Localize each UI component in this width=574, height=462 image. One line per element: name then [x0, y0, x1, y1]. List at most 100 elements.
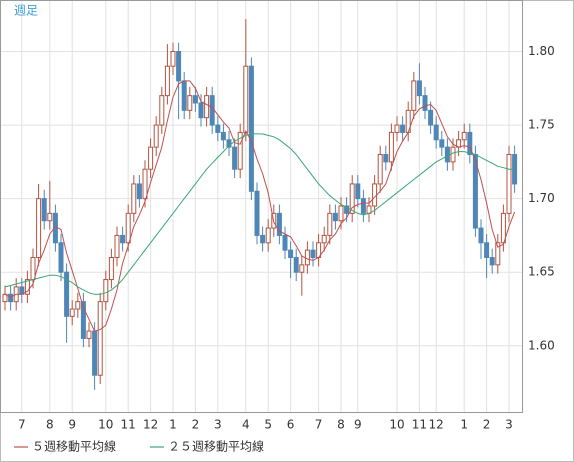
candle-body [450, 146, 456, 163]
plot-area [0, 0, 523, 413]
candle-body [478, 227, 484, 244]
candle-body [377, 154, 383, 185]
y-tick-label: 1.80 [528, 44, 555, 58]
x-tick-label: 8 [337, 418, 345, 432]
candle-body [80, 301, 86, 339]
candle-body [2, 293, 8, 303]
x-tick-label: 12 [429, 418, 444, 432]
candle-body [64, 271, 70, 317]
candle-body [461, 131, 467, 141]
candle-body [344, 205, 350, 214]
x-tick-label: 9 [354, 418, 362, 432]
candle-body [192, 95, 198, 104]
x-tick-label: 2 [192, 418, 200, 432]
candle-body [58, 242, 64, 273]
candle-body [484, 242, 490, 259]
candle-body [254, 190, 260, 236]
candle-body [198, 102, 204, 119]
candle-body [131, 183, 137, 214]
candle-body [304, 249, 310, 266]
candle-body [75, 301, 81, 310]
candle-body [332, 212, 338, 222]
candle-body [310, 249, 316, 258]
candle-body [24, 279, 30, 295]
candle-body [226, 139, 232, 148]
x-tick-label: 1 [460, 418, 468, 432]
moving-average-line [4, 133, 515, 295]
candle-body [209, 95, 215, 126]
candle-body [489, 257, 495, 266]
y-tick-label: 1.70 [528, 191, 555, 205]
candle-body [215, 124, 221, 133]
x-tick-label: 10 [389, 418, 404, 432]
candle-body [433, 124, 439, 141]
candle-body [248, 65, 254, 192]
chart-title: 週足 [14, 4, 38, 18]
candle-body [125, 212, 131, 244]
candle-body [355, 183, 361, 200]
candle-body [108, 257, 114, 281]
candle-body [327, 212, 333, 236]
candle-body [181, 80, 187, 111]
x-tick-label: 5 [264, 418, 272, 432]
y-tick-label: 1.60 [528, 338, 555, 352]
x-tick-label: 7 [315, 418, 323, 432]
candle-body [288, 249, 294, 258]
x-tick-label: 11 [412, 418, 427, 432]
candle-body [204, 95, 210, 119]
x-tick-label: 4 [242, 418, 250, 432]
candle-body [467, 131, 473, 156]
candle-body [422, 95, 428, 111]
candle-body [265, 227, 271, 244]
candle-body [220, 131, 226, 141]
candle-body [411, 80, 417, 111]
candle-body [416, 80, 422, 97]
x-tick-label: 8 [46, 418, 54, 432]
candle-body [495, 242, 501, 266]
x-tick-label: 6 [287, 418, 295, 432]
x-tick-label: 11 [121, 418, 136, 432]
candle-body [338, 205, 344, 222]
candle-body [8, 293, 14, 303]
candle-body [97, 301, 103, 376]
candle-body [69, 308, 75, 317]
moving-average-line [4, 80, 516, 332]
candle-body [41, 198, 47, 222]
candle-body [114, 234, 120, 259]
candle-body [176, 51, 182, 82]
candle-body [506, 154, 512, 214]
candle-body [439, 139, 445, 148]
candle-body [360, 198, 366, 214]
candle-body [232, 146, 238, 170]
x-tick-label: 10 [98, 418, 113, 432]
x-tick-label: 7 [18, 418, 26, 432]
x-tick-label: 2 [483, 418, 491, 432]
candle-body [388, 131, 394, 163]
candle-body [30, 257, 36, 281]
x-tick-label: 3 [505, 418, 513, 432]
candle-body [276, 212, 282, 236]
x-tick-label: 1 [169, 418, 177, 432]
candle-body [103, 279, 109, 303]
candle-body [260, 234, 266, 244]
candle-body [372, 183, 378, 207]
candle-body [159, 95, 165, 126]
candle-body [164, 65, 170, 97]
candle-body [293, 257, 299, 273]
x-tick-label: 12 [143, 418, 158, 432]
candle-body [400, 124, 406, 133]
candle-body [136, 183, 142, 200]
x-tick-label: 3 [214, 418, 222, 432]
legend-label: ２５週移動平均線 [168, 439, 264, 454]
candle-body [299, 264, 305, 273]
candle-body [142, 168, 148, 200]
candle-body [47, 212, 53, 222]
candle-body [237, 131, 243, 170]
candle-body [86, 330, 92, 339]
candle-body [282, 234, 288, 251]
candle-body [120, 234, 126, 244]
candle-body [92, 330, 98, 376]
